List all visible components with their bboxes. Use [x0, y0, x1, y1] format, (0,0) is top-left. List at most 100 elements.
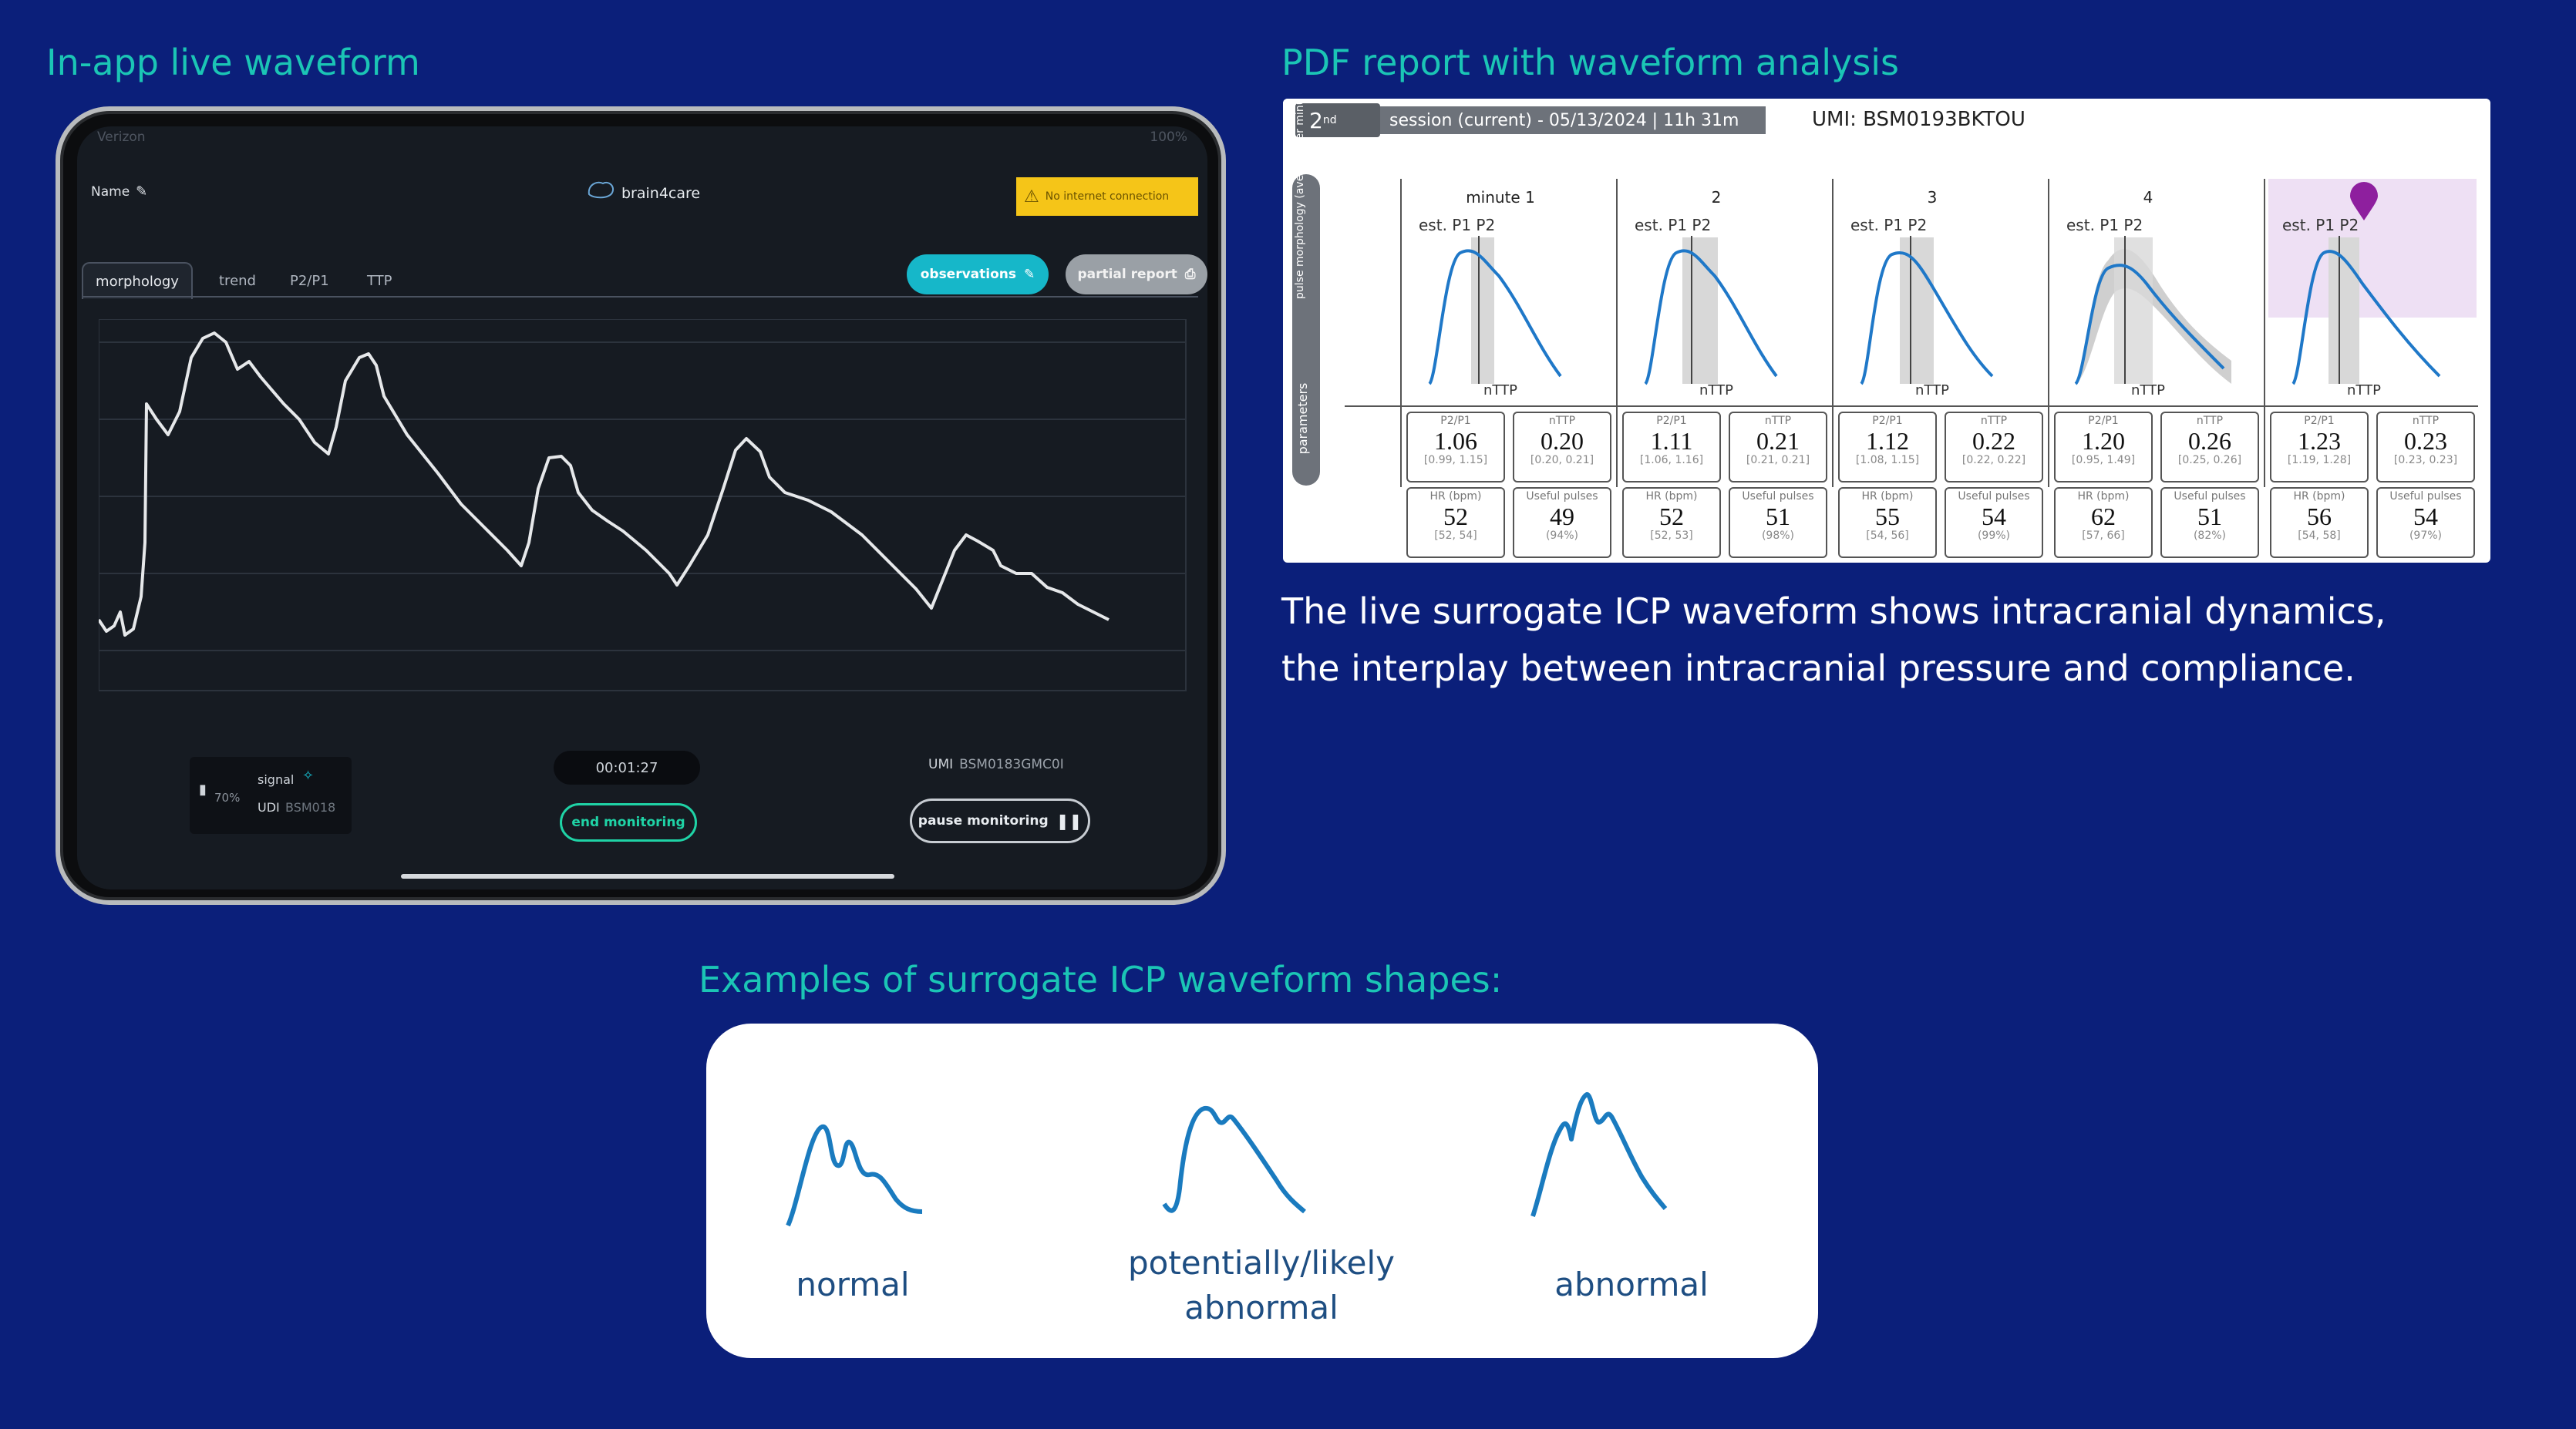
cell-label: P2/P1	[2088, 415, 2119, 427]
cell-label: Useful pulses	[1958, 490, 2030, 503]
tab-ttp[interactable]: TTP	[367, 273, 392, 289]
cell-range: (97%)	[2409, 530, 2443, 542]
tab-trend[interactable]: trend	[219, 273, 256, 289]
cell-range: (99%)	[1977, 530, 2011, 542]
signal-icon: ✧	[302, 768, 315, 784]
waveform-description: The live surrogate ICP waveform shows in…	[1281, 590, 2386, 689]
name-field[interactable]: Name ✎	[91, 183, 147, 200]
cell-range: [1.19, 1.28]	[2287, 454, 2352, 466]
cell-range: [57, 66]	[2082, 530, 2125, 542]
session-number-suffix: nd	[1322, 114, 1337, 126]
cell-label: HR (bpm)	[2077, 490, 2130, 503]
pulse-plot-minute-2	[1644, 236, 1778, 385]
est-label: est. P1 P2	[2282, 216, 2359, 234]
pause-monitoring-label: pause monitoring	[918, 813, 1049, 829]
hr-cell: HR (bpm) 55 [54, 56]	[1838, 487, 1937, 558]
abnormal-waveform-icon	[1530, 1091, 1668, 1217]
battery-icon: ▮	[199, 782, 207, 798]
parameters-label: parameters	[1295, 382, 1310, 455]
cell-label: Useful pulses	[2389, 490, 2462, 503]
pulse-plot-minute-3	[1860, 236, 1994, 385]
umi-label: UMI	[928, 757, 954, 772]
live-waveform-line	[99, 331, 1110, 637]
end-monitoring-button[interactable]: end monitoring	[560, 803, 697, 842]
cell-range: [0.25, 0.26]	[2177, 454, 2242, 466]
pause-monitoring-button[interactable]: pause monitoring ❚❚	[910, 799, 1090, 843]
tab-p2p1[interactable]: P2/P1	[290, 273, 329, 289]
cell-value: 1.11	[1650, 427, 1693, 455]
pulse-plot-minute-5	[2291, 236, 2441, 385]
live-waveform-heading: In-app live waveform	[46, 42, 420, 83]
hr-cell: HR (bpm) 52 [52, 54]	[1406, 487, 1505, 558]
partial-report-button[interactable]: partial report ⎙	[1066, 254, 1207, 294]
pulse-morphology-label: pulse morphology (average per minute)	[1294, 99, 1306, 299]
cell-range: [0.99, 1.15]	[1423, 454, 1488, 466]
umi-value: BSM0183GMC0I	[959, 757, 1064, 772]
cell-range: [0.20, 0.21]	[1530, 454, 1594, 466]
battery-percent: 70%	[214, 791, 241, 805]
cell-label: HR (bpm)	[2293, 490, 2345, 503]
useful-pulses-cell: Useful pulses 49 (94%)	[1513, 487, 1611, 558]
cell-range: [0.95, 1.49]	[2071, 454, 2136, 466]
location-pin-icon	[2350, 182, 2378, 220]
umi-display: UMI BSM0183GMC0I	[928, 757, 1064, 772]
report-row-divider	[1345, 405, 2478, 407]
cell-value: 49	[1550, 503, 1574, 530]
udi-value: BSM018	[285, 800, 336, 815]
cell-value: 51	[1766, 503, 1790, 530]
cell-label: P2/P1	[1440, 415, 1471, 427]
session-timer: 00:01:27	[554, 751, 700, 785]
row-label-strip	[1292, 174, 1320, 486]
est-label: est. P1 P2	[2066, 216, 2143, 234]
tab-divider	[82, 296, 1198, 298]
nttp-label: nTTP	[1483, 382, 1517, 398]
report-umi: UMI: BSM0193BKTOU	[1812, 108, 2025, 131]
brain-logo-icon	[588, 181, 614, 199]
minute-label: 2	[1711, 188, 1722, 207]
nttp-label: nTTP	[1915, 382, 1949, 398]
cell-range: [52, 53]	[1650, 530, 1693, 542]
cell-value: 0.22	[1972, 427, 2015, 455]
cell-value: 0.23	[2404, 427, 2447, 455]
printer-icon: ⎙	[1184, 267, 1196, 282]
useful-pulses-cell: Useful pulses 54 (99%)	[1945, 487, 2043, 558]
home-indicator	[401, 874, 894, 879]
est-label: est. P1 P2	[1850, 216, 1928, 234]
potentially-abnormal-waveform-icon	[1162, 1105, 1306, 1214]
cell-label: Useful pulses	[1742, 490, 1814, 503]
cell-value: 52	[1443, 503, 1468, 530]
cell-value: 1.12	[1866, 427, 1909, 455]
nttp-cell: nTTP 0.22 [0.22, 0.22]	[1945, 412, 2043, 482]
column-divider	[2048, 179, 2049, 487]
nttp-label: nTTP	[2347, 382, 2381, 398]
cell-range: [0.21, 0.21]	[1746, 454, 1810, 466]
cell-label: nTTP	[1548, 415, 1576, 427]
carrier-status: Verizon	[97, 129, 146, 145]
tab-morphology[interactable]: morphology	[82, 262, 193, 299]
cell-value: 54	[1982, 503, 2006, 530]
column-divider	[2264, 179, 2265, 487]
examples-panel: normal potentially/likely abnormal abnor…	[706, 1024, 1818, 1358]
cell-range: (94%)	[1545, 530, 1579, 542]
cell-value: 54	[2413, 503, 2438, 530]
udi-label: UDI	[258, 800, 280, 815]
no-internet-warning: ⚠ No internet connection	[1016, 177, 1198, 216]
pulse-plot-minute-1	[1428, 236, 1562, 385]
cell-range: [0.22, 0.22]	[1961, 454, 2026, 466]
p2p1-cell: P2/P1 1.06 [0.99, 1.15]	[1406, 412, 1505, 482]
minute-label: minute 1	[1466, 188, 1535, 207]
cell-value: 1.06	[1434, 427, 1477, 455]
p2p1-cell: P2/P1 1.11 [1.06, 1.16]	[1622, 412, 1721, 482]
minute-label: 3	[1927, 188, 1938, 207]
logo-text: brain4care	[621, 185, 701, 202]
brain4care-logo: brain4care	[586, 179, 700, 202]
cell-value: 52	[1659, 503, 1684, 530]
nttp-label: nTTP	[2131, 382, 2165, 398]
observations-button[interactable]: observations ✎	[907, 254, 1049, 294]
hr-cell: HR (bpm) 62 [57, 66]	[2054, 487, 2153, 558]
cell-value: 1.23	[2298, 427, 2341, 455]
observations-label: observations	[920, 267, 1017, 282]
cell-range: [1.06, 1.16]	[1639, 454, 1704, 466]
